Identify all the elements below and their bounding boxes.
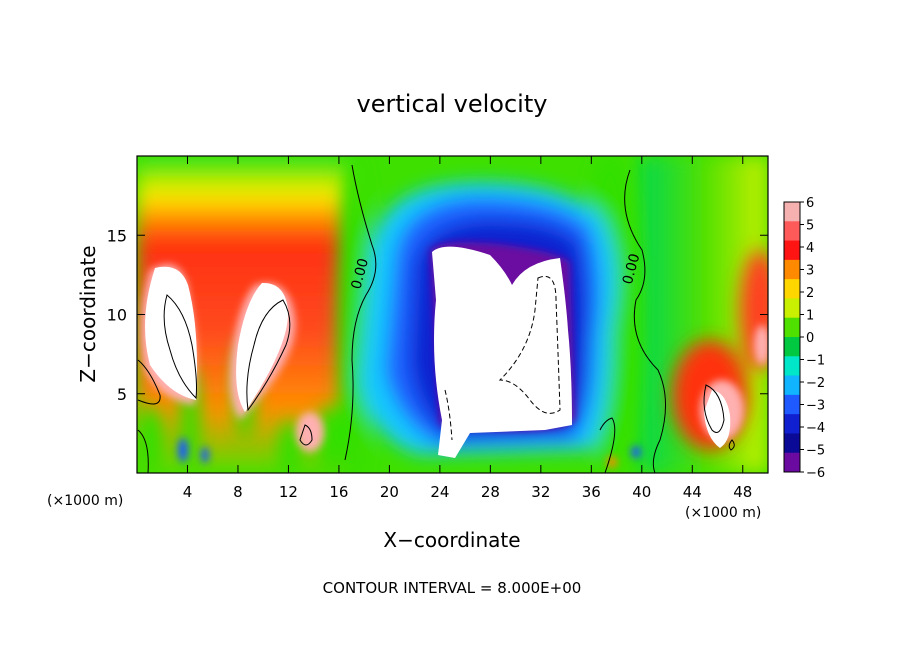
colorbar-label: −6 <box>806 466 825 481</box>
colorbar-swatch <box>784 394 800 415</box>
colorbar-label: 0 <box>806 331 814 346</box>
contour-label: 0.00 <box>349 257 373 291</box>
x-tick-label: 16 <box>329 483 348 501</box>
colorbar-swatch <box>784 317 800 338</box>
colorbar-swatch <box>784 375 800 396</box>
colorbar-swatch <box>784 202 800 222</box>
x-tick-label: 12 <box>279 483 298 501</box>
colorbar-swatch <box>784 221 800 242</box>
chart-title: vertical velocity <box>357 90 548 118</box>
contour-interval-footer: CONTOUR INTERVAL = 8.000E+00 <box>323 579 582 597</box>
x-tick-label: 32 <box>531 483 550 501</box>
colorbar-swatch <box>784 414 800 434</box>
heatmap-field <box>137 156 768 473</box>
colorbar-label: 2 <box>806 286 814 301</box>
axis-ticks <box>137 156 768 473</box>
x-tick-label: 48 <box>733 483 752 501</box>
y-tick-labels: 5 10 15 <box>107 226 127 404</box>
colorbar-swatch <box>784 298 800 319</box>
x-tick-label: 36 <box>582 483 601 501</box>
colorbar-swatch <box>784 279 800 299</box>
x-tick-label: 8 <box>233 483 243 501</box>
colorbar-label: 6 <box>806 196 814 211</box>
colorbar-label: −1 <box>806 354 825 369</box>
colorbar-label: 3 <box>806 264 814 279</box>
colorbar-swatch <box>784 259 800 280</box>
colorbar-label: −3 <box>806 399 825 414</box>
x-tick-label: 28 <box>481 483 500 501</box>
colorbar-swatch <box>784 356 800 377</box>
colorbar-label: 5 <box>806 219 814 234</box>
colorbar-label: 4 <box>806 241 814 256</box>
x-axis-label: X−coordinate <box>383 528 520 552</box>
contour-labels: 0.00 0.00 <box>349 252 644 291</box>
y-axis-label: Z−coordinate <box>76 245 100 382</box>
colorbar-swatch <box>784 337 800 357</box>
x-tick-label: 20 <box>380 483 399 501</box>
y-tick-label: 5 <box>117 385 127 404</box>
x-tick-labels: 4 8 12 16 20 24 28 32 36 40 44 48 <box>183 483 753 501</box>
colorbar-swatch <box>784 240 800 261</box>
colorbar-label: −5 <box>806 444 825 459</box>
colorbar-swatch <box>784 433 800 454</box>
x-unit-right: (×1000 m) <box>685 505 761 521</box>
y-tick-label: 10 <box>107 306 127 325</box>
x-unit-left: (×1000 m) <box>47 493 123 509</box>
x-tick-label: 40 <box>632 483 651 501</box>
y-tick-label: 15 <box>107 226 127 245</box>
colorbar-labels: 6 5 4 3 2 1 0 −1 −2 −3 −4 −5 −6 <box>806 196 825 481</box>
x-tick-label: 4 <box>183 483 193 501</box>
colorbar-label: 1 <box>806 309 814 324</box>
colorbar-label: −4 <box>806 421 825 436</box>
colorbar-label: −2 <box>806 376 825 391</box>
colorbar <box>783 201 804 473</box>
contour-label: 0.00 <box>620 252 644 286</box>
x-tick-label: 24 <box>430 483 449 501</box>
colorbar-swatch <box>784 452 800 473</box>
x-tick-label: 44 <box>683 483 702 501</box>
